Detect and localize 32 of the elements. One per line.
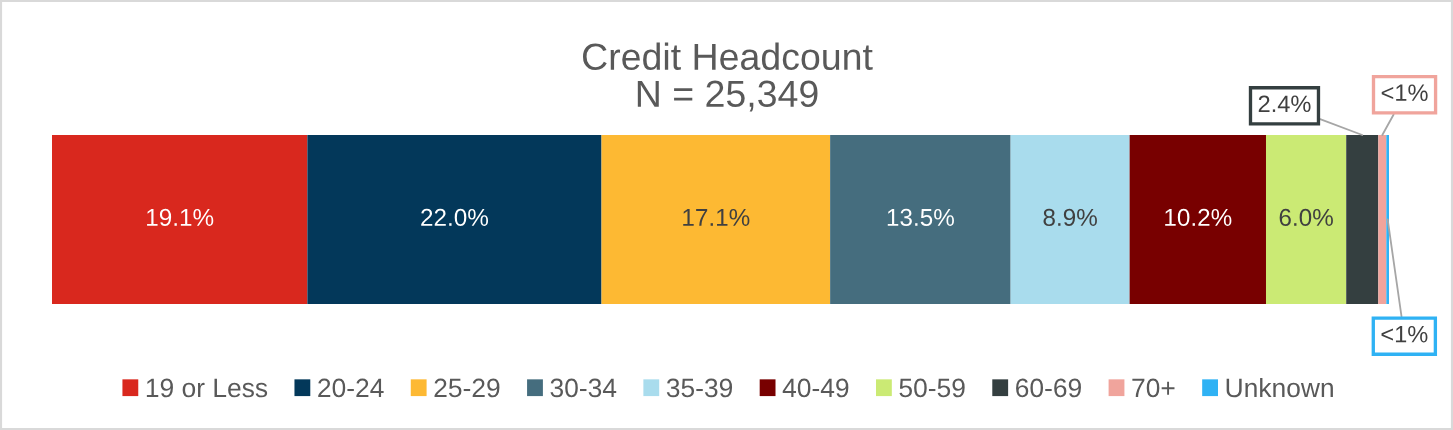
legend-label: 19 or Less	[146, 378, 268, 398]
data-label: <1%	[1381, 325, 1428, 343]
bar	[601, 135, 831, 304]
data-label: 10.2%	[1165, 208, 1232, 227]
bar	[52, 135, 308, 304]
data-label: 19.1%	[147, 208, 214, 227]
data-label: 17.1%	[683, 208, 750, 226]
legend-label: Unknown	[1226, 377, 1333, 398]
legend-label: 40-49	[782, 378, 849, 398]
bar	[1010, 135, 1130, 304]
legend-label: 60-69	[1016, 378, 1081, 398]
bar	[1266, 135, 1347, 304]
bar	[830, 135, 1011, 304]
data-label: 8.9%	[1043, 208, 1097, 227]
legend-label: 50-59	[899, 378, 965, 398]
data-label: 2.4%	[1258, 95, 1311, 113]
legend-label: 30-34	[550, 378, 617, 398]
bar	[307, 135, 602, 304]
data-label: 22.0%	[421, 208, 489, 227]
bar	[1346, 135, 1379, 304]
bar	[1386, 135, 1389, 304]
legend-label: 70+	[1132, 378, 1175, 398]
bar	[1129, 135, 1266, 304]
bar	[1378, 135, 1387, 304]
legend-label: 20-24	[318, 378, 384, 398]
legend-label: 35-39	[666, 378, 733, 398]
chart-title: Credit Headcount	[583, 42, 873, 71]
chart-subtitle: N = 25,349	[637, 80, 818, 112]
data-label: <1%	[1381, 84, 1428, 101]
data-label: 6.0%	[1279, 208, 1333, 227]
legend-label: 25-29	[434, 378, 500, 398]
data-label: 13.5%	[887, 208, 954, 227]
